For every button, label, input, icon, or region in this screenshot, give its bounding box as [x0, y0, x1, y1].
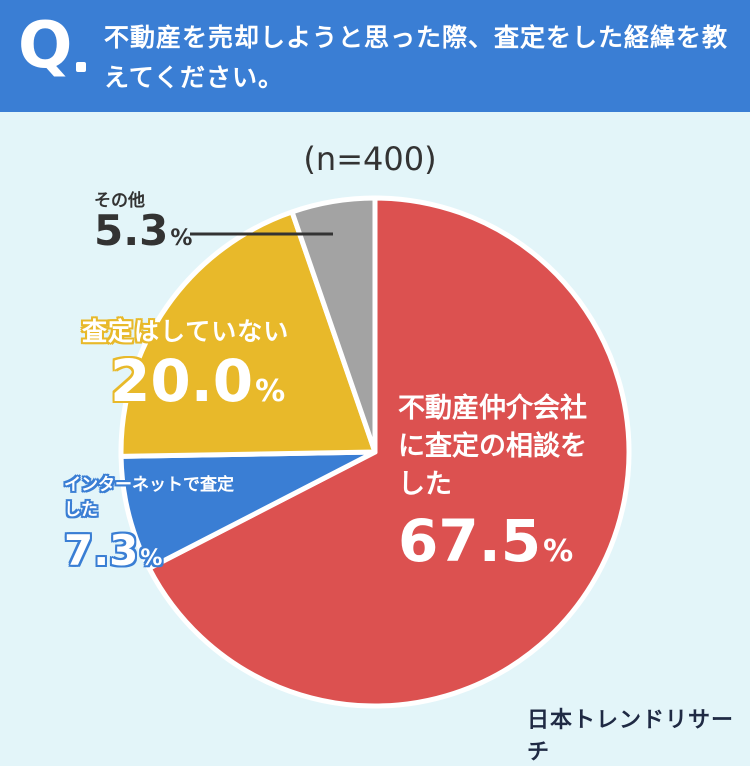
slice-value-agency: 67.5% [398, 512, 573, 570]
q-dot-decoration [76, 62, 86, 72]
slice-value-other: 5.3% [94, 210, 192, 252]
slice-value-no-appraisal-unit: % [255, 374, 286, 409]
slice-label-other: その他 [94, 191, 145, 211]
pie-chart [118, 195, 632, 709]
slice-value-agency-unit: % [543, 534, 574, 569]
pie-slice-other [289, 195, 378, 455]
slice-label-no-appraisal: 査定はしていない [82, 317, 290, 346]
slice-value-agency-number: 67.5 [398, 507, 542, 575]
q-mark: Q [18, 9, 73, 83]
pie-slices [118, 195, 632, 709]
slice-label-internet: インターネットで査定した [64, 475, 234, 520]
question-header: Q 不動産を売却しようと思った際、査定をした経緯を教えてください。 [0, 0, 750, 112]
pie-slice-agency [146, 195, 632, 709]
slice-value-other-unit: % [170, 226, 193, 251]
sample-size-label: (n=400) [303, 140, 437, 178]
slice-value-internet: 7.3% [64, 530, 162, 572]
slice-label-agency: 不動産仲介会社に査定の相談をした [398, 393, 587, 500]
slice-value-internet-unit: % [140, 546, 163, 571]
slice-value-other-number: 5.3 [94, 206, 169, 255]
slice-value-no-appraisal: 20.0% [110, 352, 285, 410]
slice-value-no-appraisal-number: 20.0 [110, 347, 254, 415]
question-text: 不動産を売却しようと思った際、査定をした経緯を教えてください。 [104, 23, 729, 92]
brand-logo-text: 日本トレンドリサーチ [527, 708, 735, 765]
slice-value-internet-number: 7.3 [64, 526, 139, 575]
